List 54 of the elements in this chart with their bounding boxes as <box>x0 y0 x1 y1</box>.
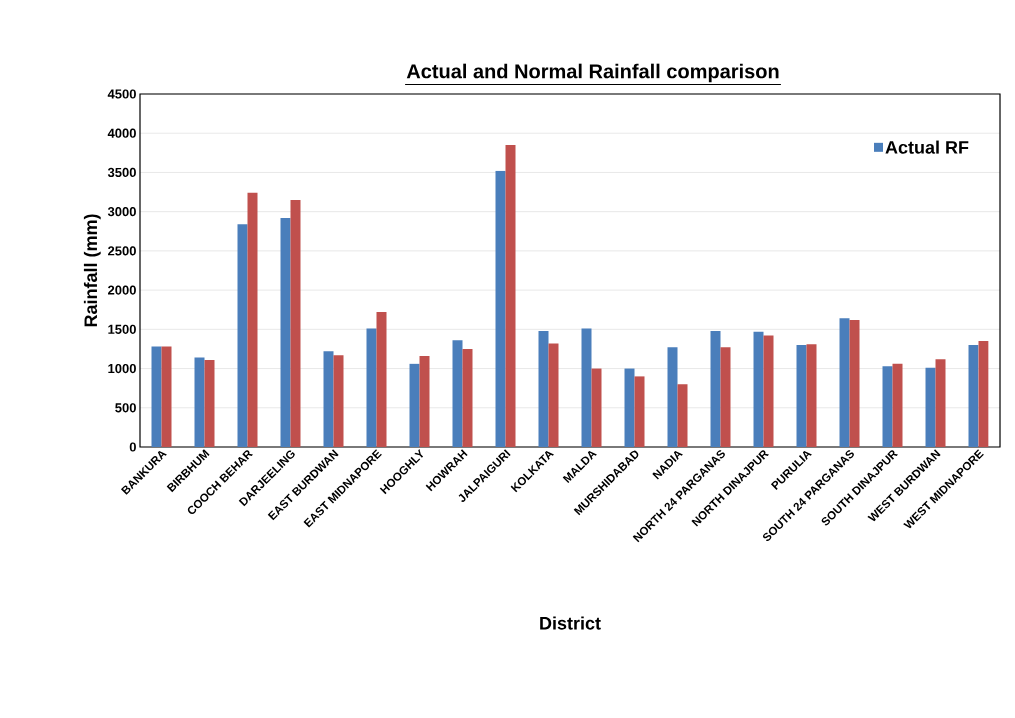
x-axis-title: District <box>540 616 601 630</box>
y-tick-label: 2500 <box>108 246 136 256</box>
chart-title: Actual and Normal Rainfall comparison <box>406 63 779 83</box>
bar <box>978 341 989 447</box>
bar <box>194 357 205 447</box>
bar <box>237 224 248 447</box>
bar <box>796 345 807 447</box>
bar <box>548 343 559 447</box>
bar <box>280 217 291 447</box>
legend-label: Actual RF <box>885 140 969 154</box>
bar <box>376 312 387 447</box>
bar <box>849 319 860 447</box>
bar <box>667 347 678 447</box>
bar <box>806 344 817 447</box>
bar <box>462 348 473 447</box>
bar <box>581 328 592 447</box>
bar <box>720 347 731 447</box>
y-tick-label: 4000 <box>107 128 136 138</box>
bar <box>505 144 516 447</box>
bar <box>710 330 721 447</box>
bar <box>151 346 162 447</box>
bar <box>839 318 850 447</box>
bar <box>925 367 936 447</box>
bar <box>968 345 979 447</box>
bar <box>763 335 774 447</box>
y-axis-title: Rainfall (mm) <box>83 214 101 327</box>
y-tick-label: 4500 <box>107 89 136 99</box>
bar <box>247 192 258 447</box>
bar <box>161 346 172 447</box>
y-tick-label: 0 <box>129 442 136 452</box>
bar <box>892 363 903 447</box>
bar <box>677 384 688 447</box>
y-tick-label: 1000 <box>108 363 136 374</box>
bar <box>204 359 215 447</box>
bar <box>323 351 334 447</box>
bar <box>495 170 506 447</box>
bar <box>935 359 946 447</box>
bar <box>624 368 635 447</box>
bar <box>333 355 344 447</box>
bar <box>290 199 301 447</box>
bar <box>753 331 764 447</box>
y-tick-label: 2000 <box>108 285 136 295</box>
y-tick-label: 3000 <box>107 207 136 217</box>
y-tick-label: 3500 <box>107 167 136 178</box>
bar <box>538 330 549 447</box>
bar <box>419 356 430 447</box>
y-tick-label: 500 <box>115 403 136 413</box>
bar <box>452 340 463 447</box>
bar <box>591 368 602 447</box>
bar <box>366 328 377 447</box>
bar <box>409 363 420 447</box>
y-tick-label: 1500 <box>108 324 136 334</box>
bar <box>882 366 893 447</box>
bar <box>634 376 645 447</box>
